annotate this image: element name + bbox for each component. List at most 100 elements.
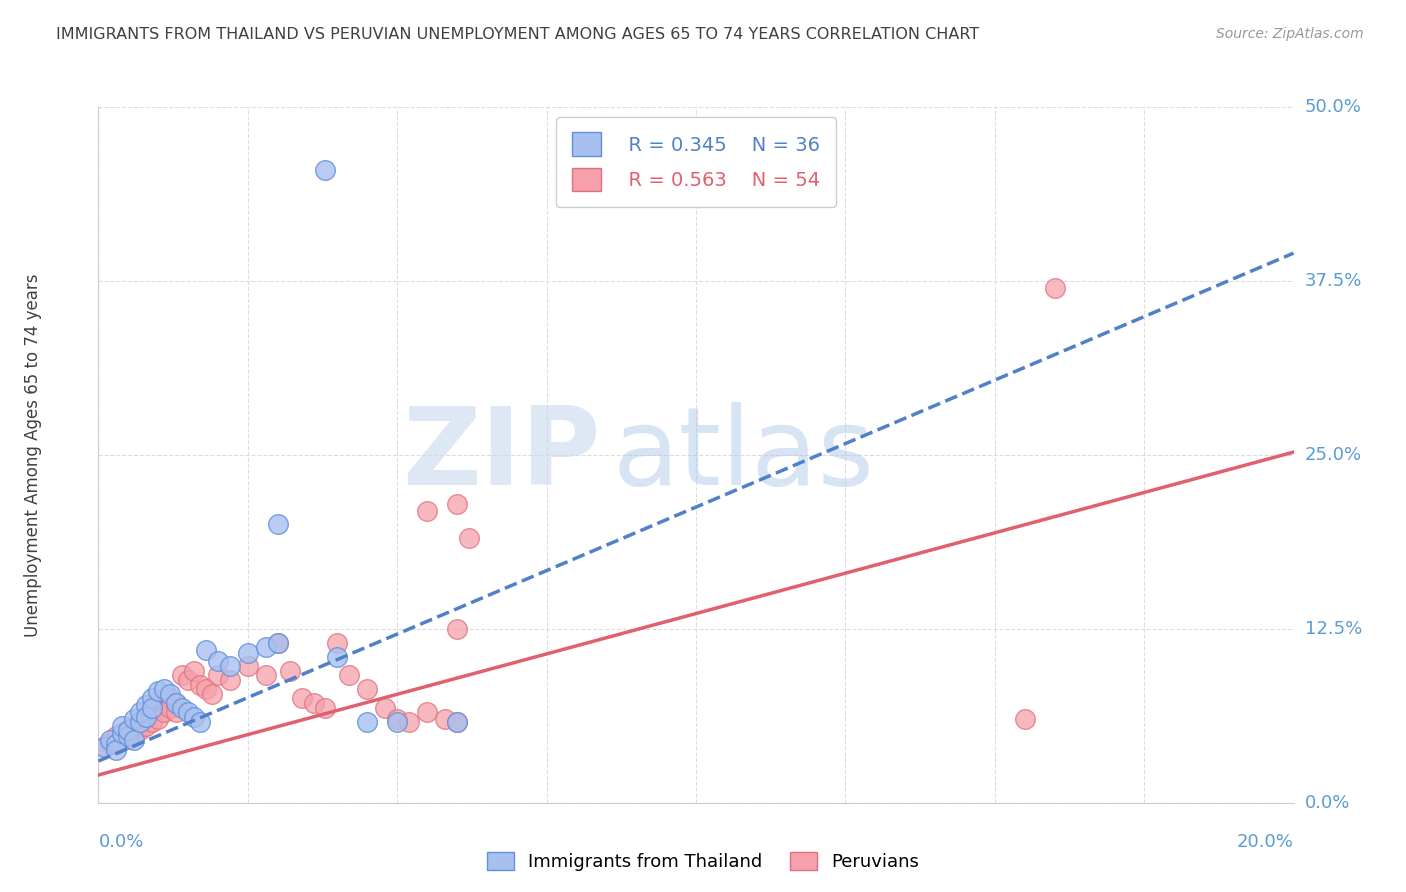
- Point: [93, 740, 115, 755]
- Point: [219, 673, 242, 688]
- Point: [446, 715, 468, 730]
- Text: 25.0%: 25.0%: [1305, 446, 1362, 464]
- Point: [165, 696, 187, 710]
- Point: [129, 715, 152, 730]
- Point: [148, 712, 170, 726]
- Point: [267, 636, 290, 650]
- Point: [117, 723, 139, 738]
- Point: [105, 729, 128, 743]
- Point: [98, 733, 122, 747]
- Point: [219, 659, 242, 673]
- Point: [141, 701, 163, 715]
- Point: [398, 715, 420, 730]
- Point: [326, 636, 349, 650]
- Point: [183, 709, 205, 723]
- Text: 0.0%: 0.0%: [1305, 794, 1350, 812]
- Point: [188, 715, 211, 730]
- Point: [446, 622, 468, 636]
- Legend: Immigrants from Thailand, Peruvians: Immigrants from Thailand, Peruvians: [479, 845, 927, 879]
- Point: [356, 681, 378, 696]
- Text: 37.5%: 37.5%: [1305, 272, 1362, 290]
- Point: [1014, 712, 1036, 726]
- Point: [117, 731, 139, 746]
- Point: [129, 706, 152, 720]
- Point: [135, 709, 157, 723]
- Point: [254, 640, 277, 654]
- Point: [165, 696, 187, 710]
- Point: [105, 743, 128, 757]
- Text: 12.5%: 12.5%: [1305, 620, 1362, 638]
- Point: [129, 723, 152, 738]
- Point: [416, 503, 439, 517]
- Text: 50.0%: 50.0%: [1305, 98, 1361, 116]
- Point: [183, 664, 205, 678]
- Point: [153, 696, 176, 710]
- Point: [105, 737, 128, 751]
- Point: [194, 642, 218, 657]
- Point: [141, 706, 163, 720]
- Point: [194, 681, 218, 696]
- Legend:   R = 0.345    N = 36,   R = 0.563    N = 54: R = 0.345 N = 36, R = 0.563 N = 54: [555, 117, 837, 207]
- Point: [117, 723, 139, 738]
- Point: [267, 636, 290, 650]
- Point: [339, 667, 360, 681]
- Text: ZIP: ZIP: [402, 402, 600, 508]
- Point: [153, 706, 176, 720]
- Text: 20.0%: 20.0%: [1237, 833, 1294, 851]
- Point: [172, 701, 194, 715]
- Point: [434, 712, 457, 726]
- Point: [278, 664, 301, 678]
- Point: [124, 712, 146, 726]
- Text: IMMIGRANTS FROM THAILAND VS PERUVIAN UNEMPLOYMENT AMONG AGES 65 TO 74 YEARS CORR: IMMIGRANTS FROM THAILAND VS PERUVIAN UNE…: [56, 27, 980, 42]
- Point: [385, 715, 409, 730]
- Point: [254, 667, 277, 681]
- Point: [267, 517, 290, 532]
- Point: [236, 659, 259, 673]
- Point: [207, 654, 229, 668]
- Point: [111, 726, 134, 740]
- Point: [141, 691, 163, 706]
- Point: [385, 712, 409, 726]
- Point: [129, 715, 152, 730]
- Point: [148, 684, 170, 698]
- Point: [207, 667, 229, 681]
- Point: [135, 698, 157, 713]
- Point: [111, 733, 134, 747]
- Point: [111, 719, 134, 733]
- Point: [135, 719, 157, 733]
- Point: [141, 715, 163, 730]
- Point: [159, 701, 181, 715]
- Point: [93, 740, 115, 755]
- Point: [98, 736, 122, 750]
- Point: [416, 706, 439, 720]
- Text: Unemployment Among Ages 65 to 74 years: Unemployment Among Ages 65 to 74 years: [24, 273, 42, 637]
- Point: [148, 701, 170, 715]
- Text: Source: ZipAtlas.com: Source: ZipAtlas.com: [1216, 27, 1364, 41]
- Text: 0.0%: 0.0%: [98, 833, 143, 851]
- Point: [165, 706, 187, 720]
- Point: [177, 706, 200, 720]
- Point: [1043, 281, 1066, 295]
- Point: [356, 715, 378, 730]
- Point: [105, 737, 128, 751]
- Text: atlas: atlas: [612, 402, 875, 508]
- Point: [315, 701, 337, 715]
- Point: [326, 649, 349, 664]
- Point: [111, 726, 134, 740]
- Point: [124, 729, 146, 743]
- Point: [135, 709, 157, 723]
- Point: [117, 729, 139, 743]
- Point: [302, 696, 325, 710]
- Point: [374, 701, 396, 715]
- Point: [188, 677, 211, 691]
- Point: [446, 497, 468, 511]
- Point: [124, 733, 146, 747]
- Point: [177, 673, 200, 688]
- Point: [290, 691, 312, 706]
- Point: [159, 691, 181, 706]
- Point: [124, 719, 146, 733]
- Point: [201, 687, 224, 701]
- Point: [153, 681, 176, 696]
- Point: [159, 687, 181, 701]
- Point: [315, 162, 337, 177]
